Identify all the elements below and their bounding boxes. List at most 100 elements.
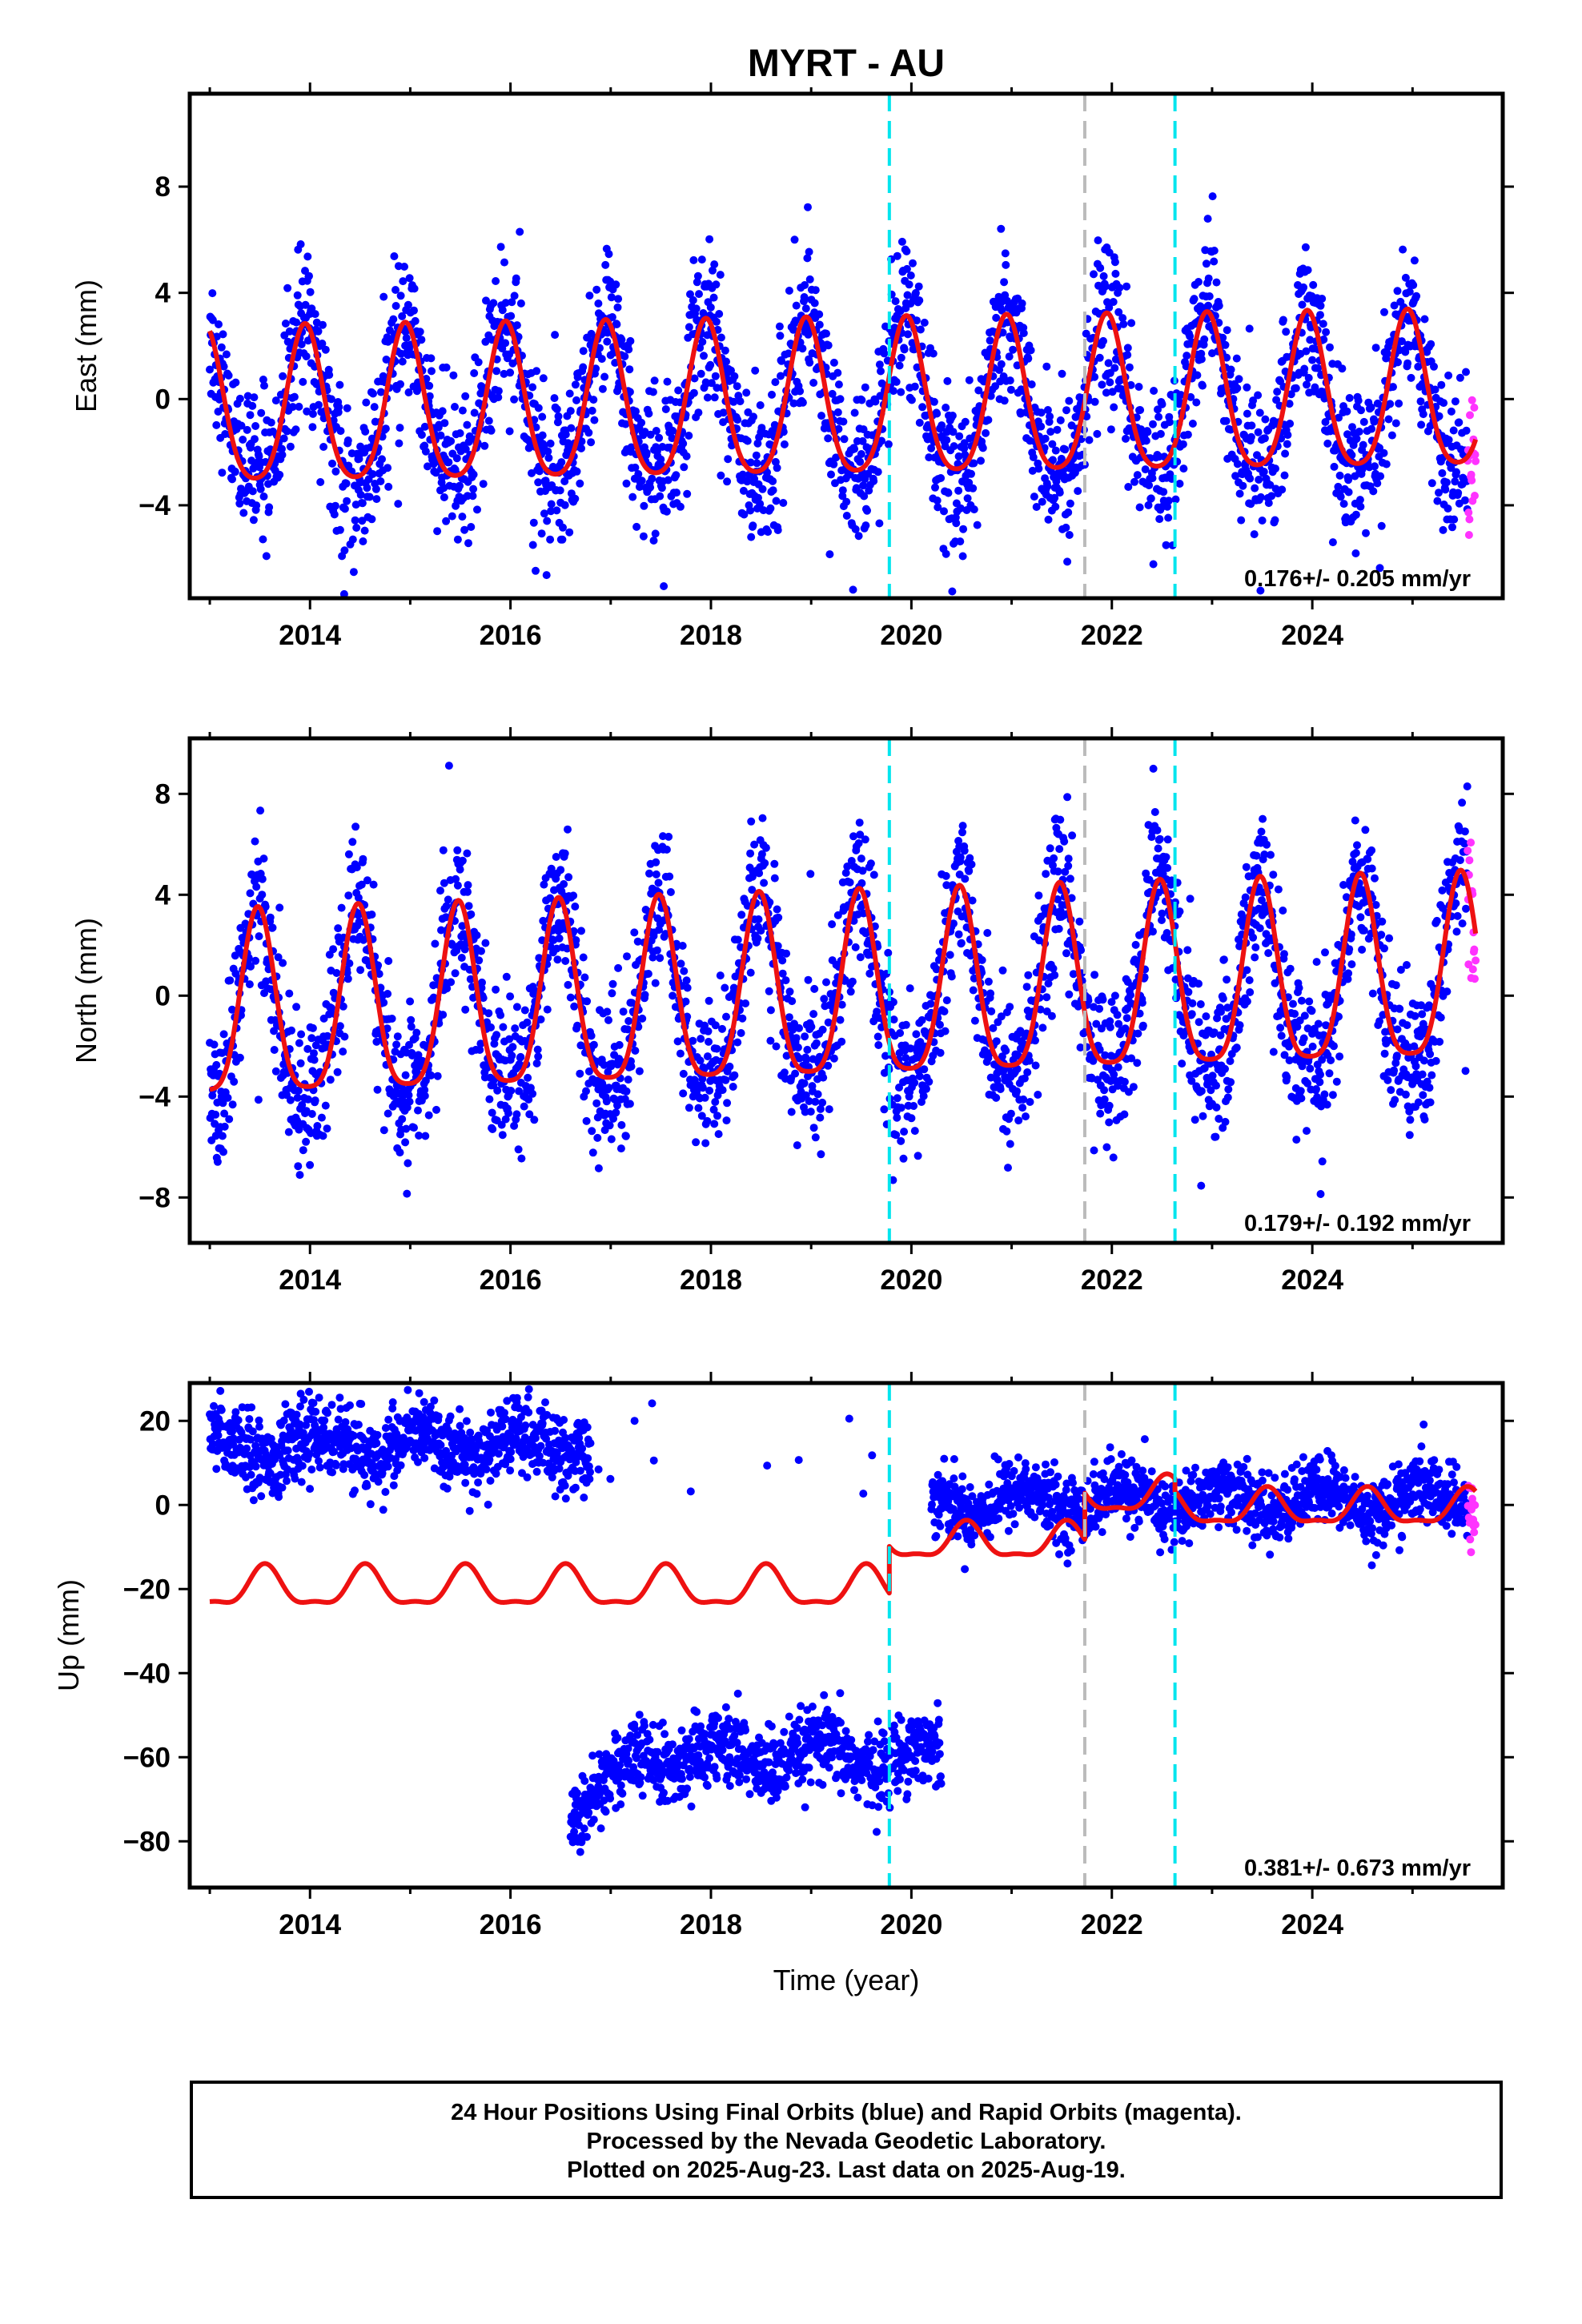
data-point [1022, 1112, 1030, 1121]
data-point [1468, 396, 1476, 404]
data-point [889, 998, 897, 1007]
data-point [516, 227, 524, 236]
data-point [1430, 362, 1438, 371]
data-point [1326, 343, 1334, 352]
data-point [452, 875, 460, 883]
data-point [493, 1086, 502, 1095]
data-point [560, 880, 568, 888]
data-point [1068, 831, 1077, 840]
data-point [464, 539, 472, 548]
data-point [1237, 516, 1246, 525]
data-point [1175, 907, 1184, 916]
data-point [861, 521, 870, 530]
data-point [275, 903, 284, 912]
data-point [572, 467, 581, 476]
data-point [344, 850, 353, 858]
data-point [335, 380, 344, 389]
data-point [896, 1029, 905, 1037]
data-point [634, 470, 643, 478]
data-point [533, 1045, 542, 1054]
data-point [1030, 493, 1038, 501]
data-point [333, 1068, 342, 1076]
data-point [722, 1116, 731, 1125]
data-point [558, 535, 567, 544]
data-point [1239, 481, 1247, 490]
data-point [220, 1122, 229, 1131]
data-point [402, 334, 411, 343]
data-point [237, 421, 246, 430]
data-point [582, 1087, 590, 1096]
data-point [730, 1071, 739, 1080]
data-point [436, 887, 444, 895]
data-point [1304, 373, 1313, 382]
data-point [494, 387, 503, 396]
data-point [507, 1087, 516, 1095]
data-point [970, 1016, 979, 1025]
data-point [215, 320, 223, 328]
data-point [356, 966, 365, 975]
data-point [1063, 557, 1072, 566]
data-point [321, 345, 330, 354]
data-point [500, 258, 508, 267]
x-tick-label: 2022 [1081, 620, 1143, 651]
data-point [632, 522, 641, 531]
data-point [460, 945, 469, 954]
data-point [640, 991, 649, 999]
data-point [757, 927, 765, 935]
data-point [1061, 867, 1070, 876]
data-point [802, 1055, 811, 1064]
data-point [379, 1126, 388, 1135]
data-point [1447, 407, 1456, 416]
data-point [258, 891, 267, 899]
data-point [619, 1007, 628, 1016]
data-point [1334, 482, 1343, 491]
data-point [1197, 355, 1206, 364]
data-point [213, 1157, 222, 1166]
data-point [809, 1124, 818, 1132]
data-point [319, 1014, 328, 1023]
model-fit-curve-east [207, 306, 1479, 480]
data-point [512, 1110, 521, 1119]
data-point [903, 291, 912, 300]
data-point [1465, 515, 1474, 524]
data-point [425, 392, 434, 400]
data-point [843, 862, 852, 870]
data-point [1037, 422, 1046, 431]
data-point [528, 383, 537, 392]
data-point [965, 478, 974, 487]
data-point [711, 372, 720, 380]
data-point [1352, 434, 1361, 443]
data-point [956, 504, 965, 513]
data-point [897, 353, 905, 362]
data-point [552, 405, 561, 413]
data-point [391, 286, 400, 294]
data-point [804, 975, 813, 984]
data-point [1110, 364, 1119, 372]
data-point [368, 470, 377, 478]
data-point [782, 1051, 791, 1060]
data-point [1199, 381, 1207, 390]
data-point [553, 418, 562, 427]
data-point [1451, 477, 1460, 486]
data-point [725, 1062, 734, 1071]
data-point [944, 489, 953, 497]
data-point [900, 345, 909, 354]
data-point [877, 436, 886, 445]
data-point [1339, 500, 1348, 509]
data-point [1065, 396, 1074, 405]
data-point [1210, 1028, 1219, 1037]
data-point [1005, 352, 1014, 361]
data-point [404, 1159, 412, 1168]
data-point [817, 1150, 825, 1159]
data-point [857, 854, 865, 863]
data-point [250, 393, 259, 402]
data-point [1444, 371, 1453, 380]
data-point [528, 1089, 537, 1098]
data-point [293, 291, 302, 300]
data-point [458, 406, 467, 415]
data-point [551, 331, 560, 340]
data-point [469, 485, 478, 493]
data-point [1063, 793, 1072, 802]
data-point [1090, 372, 1099, 381]
